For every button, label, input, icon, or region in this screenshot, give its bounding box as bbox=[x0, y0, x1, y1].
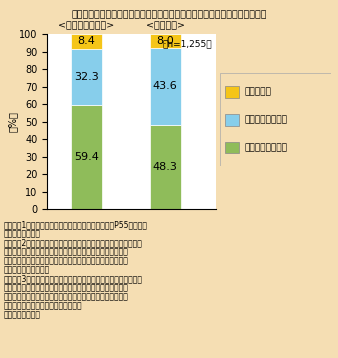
Text: 3　「郊外への立地希望」は、「自動車で行きやすい「郊: 3 「郊外への立地希望」は、「自動車で行きやすい「郊 bbox=[4, 274, 143, 283]
Text: （n=1,255）: （n=1,255） bbox=[163, 39, 212, 48]
Text: 心」に立地してほしい」と「公共交通機関などで: 心」に立地してほしい」と「公共交通機関などで bbox=[4, 247, 129, 256]
Text: 43.6: 43.6 bbox=[153, 82, 177, 91]
Text: <商業施設>: <商業施設> bbox=[146, 21, 185, 30]
Text: 公共・公益施設、商業施設ともに中心への立地を希望する人の割合が高い。: 公共・公益施設、商業施設ともに中心への立地を希望する人の割合が高い。 bbox=[71, 11, 267, 20]
Y-axis label: （%）: （%） bbox=[8, 111, 18, 132]
Text: 郊外への立地希望: 郊外への立地希望 bbox=[244, 115, 287, 125]
Bar bbox=[149, 48, 181, 125]
Text: <公共・公益施設>: <公共・公益施設> bbox=[58, 21, 115, 30]
Bar bbox=[225, 114, 239, 126]
Text: 59.4: 59.4 bbox=[74, 153, 99, 162]
Bar bbox=[71, 49, 102, 105]
Text: 交通機関などで行きやすい「郊外」に立地してほ: 交通機関などで行きやすい「郊外」に立地してほ bbox=[4, 292, 129, 301]
Text: 8.0: 8.0 bbox=[156, 36, 174, 46]
Text: 中心への立地希望: 中心への立地希望 bbox=[244, 143, 287, 153]
Text: 32.3: 32.3 bbox=[74, 72, 99, 82]
Bar bbox=[149, 125, 181, 209]
Text: 資料）国土交通省: 資料）国土交通省 bbox=[4, 310, 41, 319]
Text: 8.4: 8.4 bbox=[78, 36, 96, 46]
Bar bbox=[225, 142, 239, 154]
Text: た人の合計: た人の合計 bbox=[4, 265, 50, 274]
Text: わからない: わからない bbox=[244, 87, 271, 97]
Text: 外」や幹線道路沿いに立地してほしい」と「公共: 外」や幹線道路沿いに立地してほしい」と「公共 bbox=[4, 283, 129, 292]
Bar bbox=[225, 86, 239, 98]
Bar bbox=[71, 105, 102, 209]
Text: 行きやすい「中心」に立地してほしい」と回答し: 行きやすい「中心」に立地してほしい」と回答し bbox=[4, 256, 129, 265]
Text: を参照: を参照 bbox=[4, 229, 41, 238]
Bar bbox=[71, 34, 102, 49]
Text: しい」と回答した人の合計: しい」と回答した人の合計 bbox=[4, 301, 82, 310]
Text: （注）　1　「中心」、「郊外」の意味については、P55の（注）: （注） 1 「中心」、「郊外」の意味については、P55の（注） bbox=[4, 220, 148, 229]
Bar bbox=[149, 34, 181, 48]
Text: 2　「中心への立地希望」は、「自動車で行きやすい「中: 2 「中心への立地希望」は、「自動車で行きやすい「中 bbox=[4, 238, 143, 247]
Text: 48.3: 48.3 bbox=[153, 162, 178, 172]
